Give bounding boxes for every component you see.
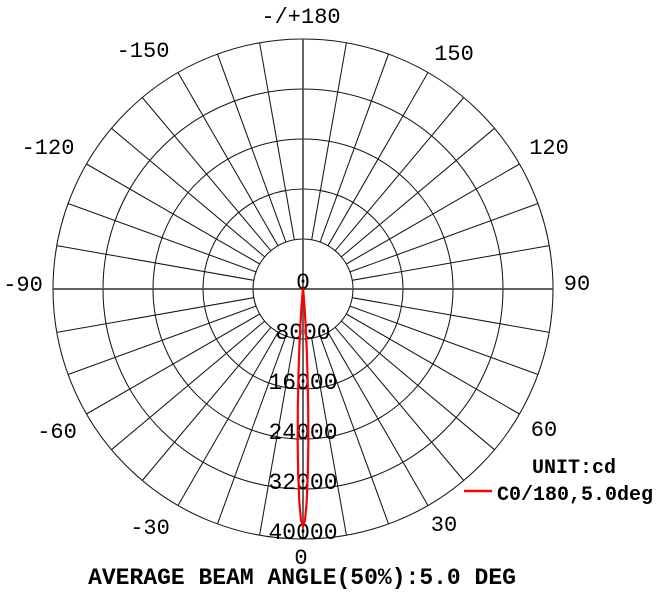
grid-spoke xyxy=(111,127,266,258)
grid-spoke xyxy=(346,313,520,415)
intensity-tick-label: 16000 xyxy=(268,370,337,396)
angle-tick-label: 120 xyxy=(529,136,569,161)
grid-spoke xyxy=(259,42,295,240)
grid-spoke xyxy=(334,326,465,481)
grid-spoke xyxy=(340,320,495,451)
angle-tick-label: 30 xyxy=(431,513,457,538)
angle-tick-label: 0 xyxy=(294,546,307,571)
intensity-tick-label: 32000 xyxy=(268,470,337,496)
grid-spoke xyxy=(349,305,539,375)
legend-series-label: C0/180,5.0deg xyxy=(497,484,653,507)
legend: UNIT:cd C0/180,5.0deg xyxy=(464,457,653,507)
caption-average-beam-angle: AVERAGE BEAM ANGLE(50%):5.0 DEG xyxy=(88,565,516,591)
grid-spoke xyxy=(141,97,272,252)
angle-spokes xyxy=(56,42,550,536)
grid-spoke xyxy=(217,335,287,525)
intensity-tick-label: 8000 xyxy=(275,320,330,346)
angle-tick-label: 90 xyxy=(564,272,590,297)
angle-tick-label: -90 xyxy=(3,273,43,298)
grid-spoke xyxy=(86,163,260,265)
angle-tick-label: -30 xyxy=(130,516,170,541)
unit-label: UNIT:cd xyxy=(532,457,616,480)
angle-axis-labels: -/+180 -150 150 -120 120 -90 90 -60 60 -30 30 0 xyxy=(3,5,590,571)
angle-tick-label: -150 xyxy=(117,39,170,64)
intensity-tick-label: 24000 xyxy=(268,420,337,446)
angle-tick-label: 150 xyxy=(434,42,474,67)
grid-spoke xyxy=(311,42,347,240)
grid-spoke xyxy=(349,203,539,273)
grid-spoke xyxy=(352,245,550,281)
beam-intensity-curve xyxy=(296,288,310,528)
angle-tick-label: -/+180 xyxy=(261,5,340,30)
grid-spoke xyxy=(56,297,254,333)
grid-spoke xyxy=(352,297,550,333)
angle-tick-label: -60 xyxy=(37,420,77,445)
grid-spoke xyxy=(319,53,389,243)
angle-tick-label: -120 xyxy=(22,136,75,161)
grid-spoke xyxy=(334,97,465,252)
grid-spoke xyxy=(346,163,520,265)
grid-spoke xyxy=(177,72,279,246)
grid-spoke xyxy=(319,335,389,525)
grid-spoke xyxy=(67,203,257,273)
grid-spoke xyxy=(111,320,266,451)
grid-spoke xyxy=(86,313,260,415)
grid-spoke xyxy=(56,245,254,281)
grid-spoke xyxy=(340,127,495,258)
beam-curve-path xyxy=(296,288,310,528)
grid-spoke xyxy=(141,326,272,481)
grid-spoke xyxy=(327,72,429,246)
grid-spoke xyxy=(177,332,279,506)
grid-spoke xyxy=(327,332,429,506)
grid-spoke xyxy=(67,305,257,375)
grid-spoke xyxy=(217,53,287,243)
angle-tick-label: 60 xyxy=(531,418,557,443)
grid-spoke xyxy=(259,338,295,536)
grid-spoke xyxy=(311,338,347,536)
intensity-tick-label: 0 xyxy=(296,270,310,296)
